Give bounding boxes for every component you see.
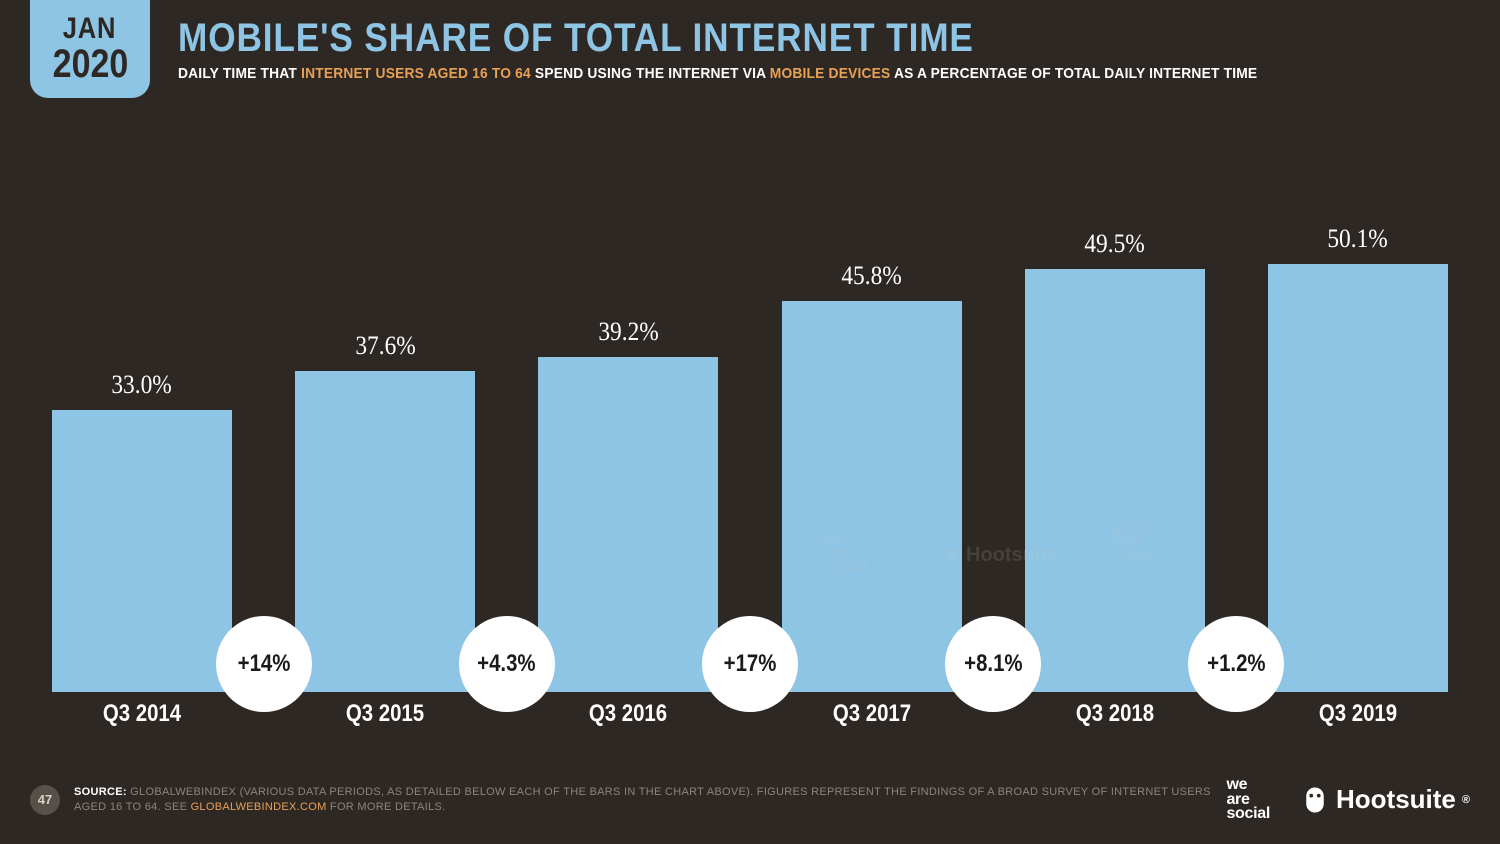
bar-value-label: 50.1% (1328, 224, 1388, 254)
bar-category-label: Q3 2015 (300, 700, 470, 730)
source-label: SOURCE: (74, 786, 127, 798)
source-link: GLOBALWEBINDEX.COM (191, 801, 327, 813)
date-month: JAN (63, 14, 117, 44)
bar-category-label: Q3 2017 (787, 700, 957, 730)
bar-value-label: 33.0% (112, 370, 172, 400)
logo-text: Hootsuite (1336, 784, 1456, 815)
bar-column: 39.2% (528, 317, 728, 692)
bar-category-label: Q3 2019 (1273, 700, 1443, 730)
subtitle-text: SPEND USING THE INTERNET VIA (531, 65, 770, 82)
date-year: 2020 (52, 44, 128, 84)
subtitle-highlight: INTERNET USERS AGED 16 TO 64 (301, 65, 531, 82)
bar (295, 371, 475, 692)
owl-icon (1300, 785, 1330, 815)
bar-category-label: Q3 2014 (57, 700, 227, 730)
bar-category-label: Q3 2016 (543, 700, 713, 730)
subtitle-text: AS A PERCENTAGE OF TOTAL DAILY INTERNET … (890, 65, 1257, 82)
bar-column: 33.0% (42, 370, 242, 692)
subtitle-text: DAILY TIME THAT (178, 65, 301, 82)
footer: 47 SOURCE: GLOBALWEBINDEX (VARIOUS DATA … (30, 778, 1470, 822)
wearesocial-logo: we are social (1226, 778, 1270, 822)
footer-logos: we are social Hootsuite ® (1226, 778, 1470, 822)
bar-value-label: 39.2% (598, 317, 658, 347)
bar-column: 50.1% (1258, 224, 1458, 692)
bar (782, 301, 962, 692)
bar-column: 49.5% (1015, 229, 1215, 692)
registered-mark: ® (1462, 794, 1470, 806)
page-title: MOBILE'S SHARE OF TOTAL INTERNET TIME (178, 16, 1315, 61)
bars-row: 33.0% 37.6% 39.2% 45.8% 49.5% 50.1% (42, 182, 1458, 692)
bar (538, 357, 718, 692)
bar-column: 37.6% (285, 331, 485, 692)
bar-column: 45.8% (772, 261, 972, 692)
hootsuite-logo: Hootsuite ® (1300, 784, 1470, 815)
bar-value-label: 49.5% (1085, 229, 1145, 259)
header: MOBILE'S SHARE OF TOTAL INTERNET TIME DA… (178, 16, 1470, 82)
page-number: 47 (30, 785, 60, 815)
logo-text: social (1226, 807, 1270, 822)
bar-value-label: 45.8% (841, 261, 901, 291)
page-subtitle: DAILY TIME THAT INTERNET USERS AGED 16 T… (178, 65, 1367, 82)
bar (1025, 269, 1205, 692)
bar (52, 410, 232, 692)
bar-category-label: Q3 2018 (1030, 700, 1200, 730)
subtitle-highlight: MOBILE DEVICES (770, 65, 891, 82)
bar-chart: 33.0%37.6%39.2%45.8%49.5%50.1% Q3 2014Q3… (42, 150, 1458, 730)
bar-value-label: 37.6% (355, 331, 415, 361)
bar (1268, 264, 1448, 692)
source-citation: SOURCE: GLOBALWEBINDEX (VARIOUS DATA PER… (74, 785, 1212, 816)
date-tab: JAN 2020 (30, 0, 150, 98)
source-body: FOR MORE DETAILS. (327, 801, 446, 813)
labels-row: Q3 2014 Q3 2015 Q3 2016 Q3 2017 Q3 2018 Q3 20… (42, 700, 1458, 730)
